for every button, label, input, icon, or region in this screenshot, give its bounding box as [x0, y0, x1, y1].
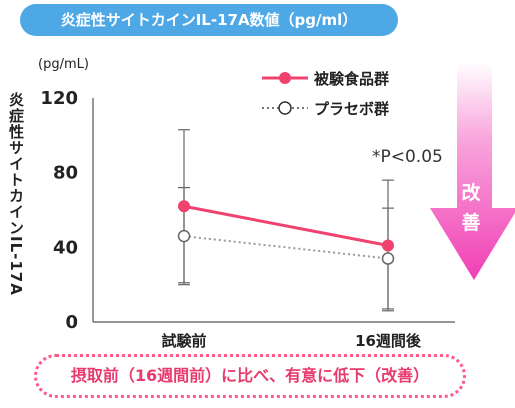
arrow-label-line2: 善 [461, 212, 481, 234]
x-tick-label: 試験前 [161, 332, 206, 350]
y-axis-title: 炎症性サイトカインIL-17A [7, 92, 25, 296]
y-tick-label: 0 [65, 312, 78, 333]
x-tick-label: 16週間後 [355, 332, 422, 350]
chart-header-title: 炎症性サイトカインIL-17A数値（pg/ml） [20, 4, 398, 36]
legend-label-treatment: 被験食品群 [314, 70, 389, 88]
arrow-label: 改 善 [446, 178, 496, 238]
series-line-placebo [183, 235, 389, 260]
legend-marker-placebo [278, 101, 292, 115]
improvement-arrow [430, 62, 515, 280]
series-line-treatment [183, 204, 389, 247]
significance-annotation: *P<0.05 [372, 147, 443, 167]
legend-marker-treatment [279, 72, 291, 84]
legend-label-placebo: プラセボ群 [314, 100, 389, 118]
data-point-placebo [381, 252, 395, 265]
y-tick-label: 120 [40, 88, 78, 109]
unit-label: (pg/mL) [38, 57, 89, 72]
conclusion-banner: 摂取前（16週間前）に比べ、有意に低下（改善） [34, 354, 466, 398]
arrow-label-line1: 改 [461, 182, 481, 204]
data-point-treatment [178, 200, 190, 213]
y-tick-label: 40 [53, 237, 78, 258]
data-point-placebo [177, 229, 191, 243]
data-point-treatment [382, 239, 394, 252]
y-tick-label: 80 [53, 163, 78, 184]
